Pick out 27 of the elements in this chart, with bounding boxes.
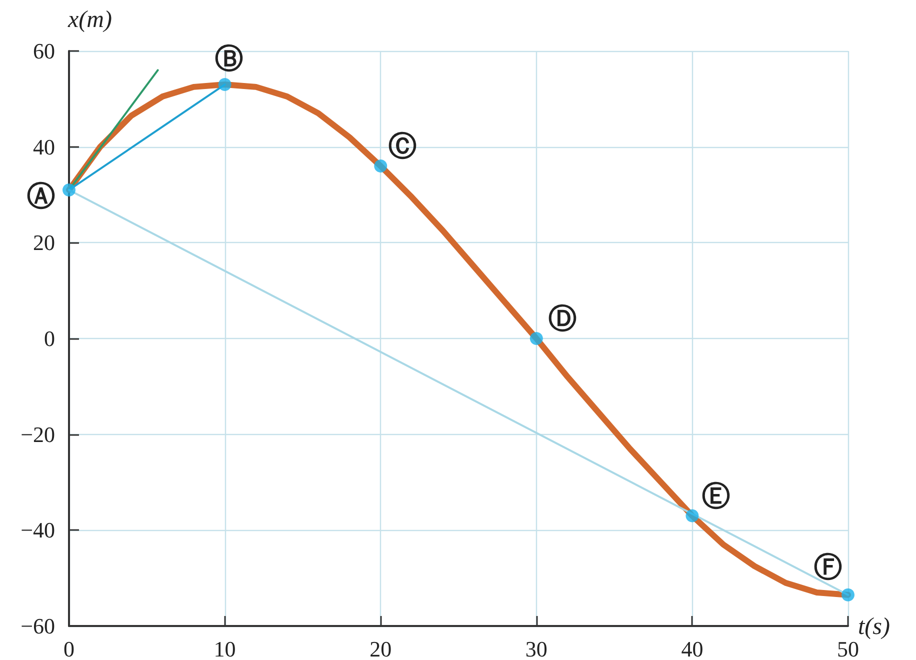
y-axis-title: x(m) (67, 7, 112, 33)
annotation: Ⓓ (548, 302, 576, 335)
y-tick-label: 40 (33, 134, 55, 160)
x-tick-label: 50 (837, 636, 859, 660)
annotation: Ⓒ (388, 130, 417, 162)
x-tick-label: 30 (525, 636, 548, 660)
annotation: Ⓐ (27, 179, 55, 212)
x-tick-label: 40 (681, 636, 704, 660)
point (218, 78, 232, 92)
point (530, 332, 543, 345)
point (62, 183, 76, 196)
y-tick-label: 0 (44, 326, 55, 351)
y-tick-label: −60 (20, 614, 55, 638)
x-tick-label: 20 (370, 636, 392, 660)
y-tick-label: −20 (20, 422, 55, 447)
y-tick-label: 20 (33, 230, 55, 256)
y-tick-label: −40 (20, 518, 55, 543)
point (374, 160, 388, 172)
y-tick-label: 60 (33, 38, 55, 64)
annotation: Ⓔ (702, 479, 730, 512)
point (686, 509, 699, 522)
x-axis-title: t(s) (858, 614, 890, 640)
annotation: Ⓕ (814, 550, 842, 584)
x-tick-label: 0 (64, 636, 74, 660)
point (842, 588, 854, 602)
annotation: Ⓑ (214, 42, 243, 76)
x-tick-label: 10 (214, 636, 236, 660)
